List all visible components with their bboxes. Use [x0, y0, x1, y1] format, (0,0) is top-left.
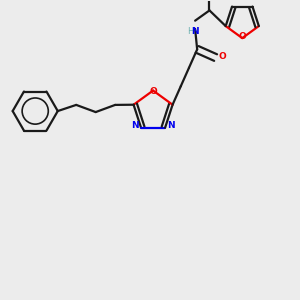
Text: H: H — [187, 27, 193, 36]
Text: O: O — [219, 52, 226, 61]
Text: O: O — [238, 32, 246, 41]
Text: N: N — [191, 27, 199, 36]
Text: N: N — [131, 121, 139, 130]
Text: N: N — [167, 121, 175, 130]
Text: O: O — [149, 88, 157, 97]
